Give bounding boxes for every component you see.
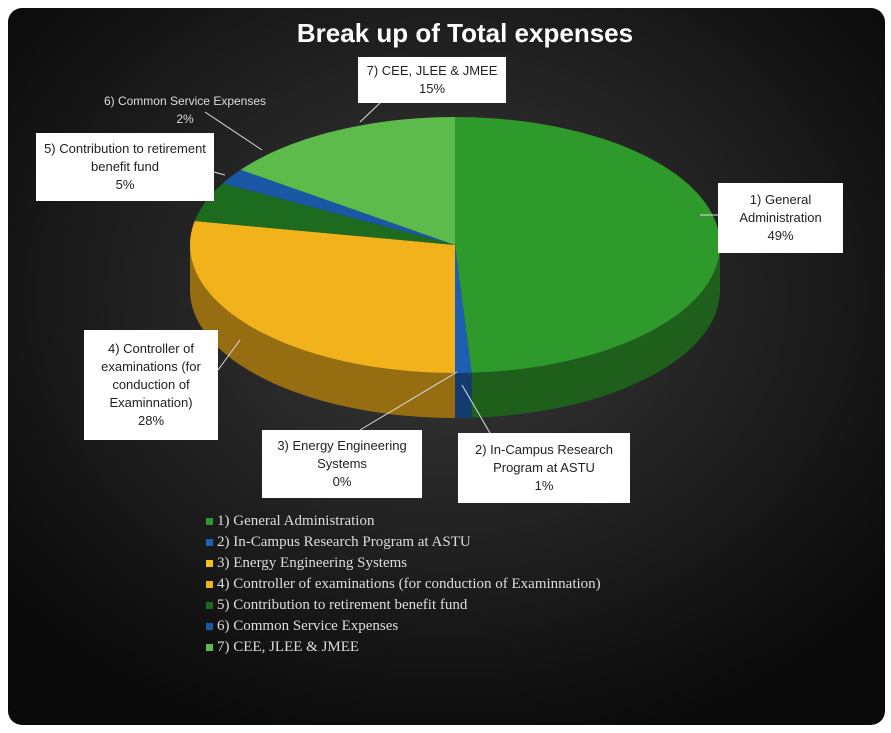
slice-label: 7) CEE, JLEE & JMEE 15%	[358, 57, 506, 103]
slice	[190, 221, 455, 373]
slice	[222, 169, 455, 245]
slice	[455, 245, 472, 373]
slice-label: 2) In-Campus Research Program at ASTU 1%	[458, 433, 630, 503]
legend-swatch	[206, 644, 213, 651]
slice-value: 49%	[767, 228, 794, 243]
leader-lines	[204, 102, 718, 434]
slice-side	[190, 245, 455, 418]
slice-value: 2%	[176, 112, 194, 126]
slice-side	[471, 245, 720, 418]
legend-item: 1) General Administration	[206, 511, 601, 532]
legend-swatch	[206, 539, 213, 546]
legend-label: 2) In-Campus Research Program at ASTU	[217, 534, 471, 550]
legend-label: 5) Contribution to retirement benefit fu…	[217, 597, 468, 613]
slice-value: 5%	[115, 177, 135, 192]
legend-swatch	[206, 581, 213, 588]
legend-swatch	[206, 602, 213, 609]
slice-side	[455, 372, 472, 418]
chart-title: Break up of Total expenses	[296, 18, 634, 48]
slice-category: 6) Common Service Expenses	[103, 94, 267, 108]
slice	[194, 183, 455, 245]
slice-category: 5) Contribution to retirement benefit fu…	[44, 141, 206, 174]
legend-swatch	[206, 518, 213, 525]
slice-category: 7) CEE, JLEE & JMEE	[366, 63, 498, 78]
slice-value: 0%	[332, 474, 352, 489]
legend-label: 4) Controller of examinations (for condu…	[217, 576, 601, 592]
slice	[240, 117, 455, 245]
slice-label: 6) Common Service Expenses 2%	[60, 90, 310, 130]
slice-label: 4) Controller of examinations (for condu…	[84, 330, 218, 440]
legend-item: 5) Contribution to retirement benefit fu…	[206, 595, 601, 616]
legend-swatch	[206, 560, 213, 567]
legend: 1) General Administration 2) In-Campus Re…	[206, 511, 601, 658]
pie	[190, 117, 720, 418]
slice-label: 3) Energy Engineering Systems 0%	[262, 430, 422, 498]
slice-category: 2) In-Campus Research Program at ASTU	[475, 442, 613, 475]
slice-category: 3) Energy Engineering Systems	[277, 438, 407, 471]
slice-value: 1%	[534, 478, 554, 493]
legend-label: 7) CEE, JLEE & JMEE	[217, 639, 360, 655]
legend-item: 6) Common Service Expenses	[206, 616, 601, 637]
legend-label: 3) Energy Engineering Systems	[217, 555, 408, 571]
legend-item: 3) Energy Engineering Systems	[206, 553, 601, 574]
legend-label: 6) Common Service Expenses	[217, 618, 399, 634]
legend-item: 4) Controller of examinations (for condu…	[206, 574, 601, 595]
legend-item: 2) In-Campus Research Program at ASTU	[206, 532, 601, 553]
legend-item: 7) CEE, JLEE & JMEE	[206, 637, 601, 658]
legend-swatch	[206, 623, 213, 630]
slice-label: 1) General Administration 49%	[718, 183, 843, 253]
slice-label: 5) Contribution to retirement benefit fu…	[36, 133, 214, 201]
slice-value: 28%	[137, 413, 165, 428]
slice-value: 15%	[418, 81, 446, 96]
slice-category: 1) General Administration	[739, 192, 822, 225]
legend-label: 1) General Administration	[217, 513, 375, 529]
slice	[455, 117, 720, 373]
slice-category: 4) Controller of examinations (for condu…	[101, 341, 201, 410]
